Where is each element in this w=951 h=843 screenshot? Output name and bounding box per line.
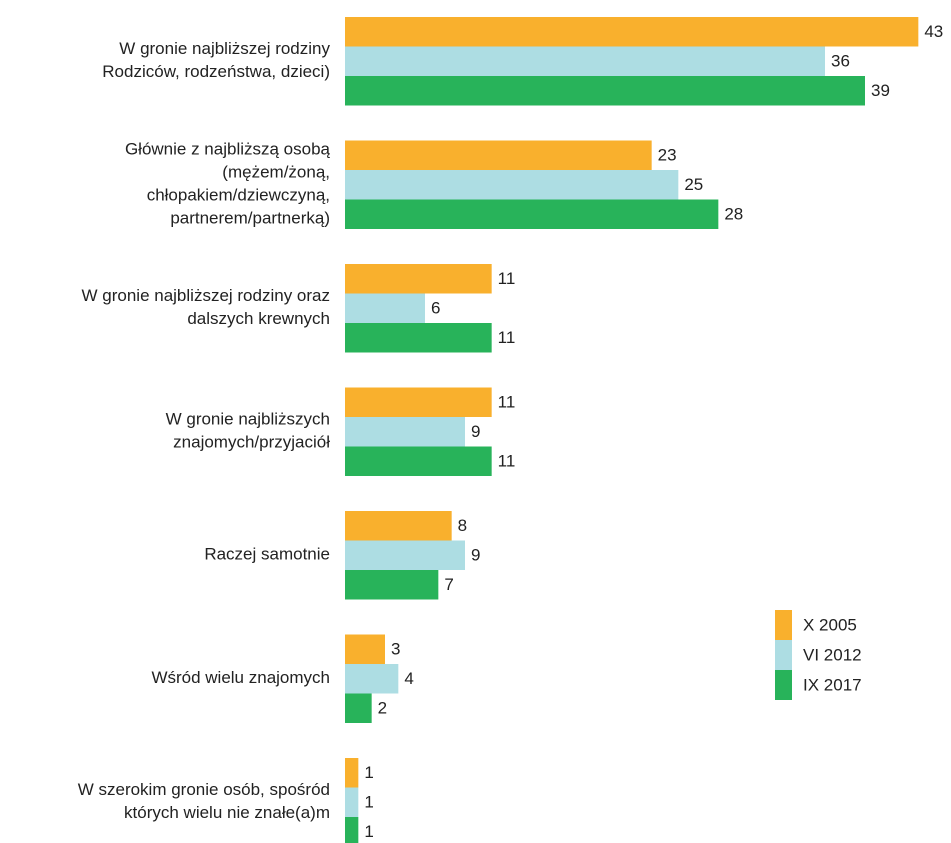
bar <box>345 817 359 843</box>
bar <box>345 664 399 694</box>
value-label: 1 <box>364 822 373 841</box>
bar <box>345 264 492 294</box>
category-label: Głównie z najbliższą osobą <box>125 140 331 159</box>
value-label: 9 <box>471 422 480 441</box>
bar <box>345 387 492 417</box>
category-label: partnerem/partnerką) <box>170 209 330 228</box>
value-label: 11 <box>498 328 516 347</box>
bar <box>345 634 385 664</box>
bar <box>345 46 825 76</box>
value-label: 28 <box>724 205 743 224</box>
value-label: 4 <box>404 669 413 688</box>
category-label: chłopakiem/dziewczyną, <box>147 186 330 205</box>
bar <box>345 140 652 170</box>
bar <box>345 417 465 447</box>
value-label: 1 <box>364 793 373 812</box>
category-label: Raczej samotnie <box>204 545 330 564</box>
category-label: W gronie najbliższych <box>166 410 330 429</box>
bar <box>345 323 492 353</box>
category-label: Wśród wielu znajomych <box>151 668 330 687</box>
bar <box>345 199 719 229</box>
legend-swatch <box>775 670 792 700</box>
value-label: 11 <box>498 452 516 471</box>
value-label: 6 <box>431 299 440 318</box>
value-label: 11 <box>498 393 516 412</box>
category-label: Rodziców, rodzeństwa, dzieci) <box>102 62 330 81</box>
bar <box>345 540 465 570</box>
bar <box>345 511 452 541</box>
category-label: W gronie najbliższej rodziny <box>119 39 330 58</box>
value-label: 11 <box>498 269 516 288</box>
value-label: 25 <box>684 175 703 194</box>
bar <box>345 758 359 788</box>
value-label: 7 <box>444 575 453 594</box>
value-label: 43 <box>924 22 943 41</box>
bar <box>345 693 372 723</box>
category-label: których wielu nie znałe(a)m <box>124 803 330 822</box>
value-label: 39 <box>871 81 890 100</box>
bar <box>345 787 359 817</box>
bar <box>345 293 425 323</box>
value-label: 9 <box>471 546 480 565</box>
value-label: 8 <box>458 516 467 535</box>
bar <box>345 17 919 47</box>
legend-swatch <box>775 610 792 640</box>
value-label: 36 <box>831 52 850 71</box>
category-label: (mężem/żoną, <box>222 163 330 182</box>
legend-label: X 2005 <box>803 615 857 634</box>
value-label: 23 <box>658 146 677 165</box>
legend-label: VI 2012 <box>803 645 862 664</box>
value-label: 1 <box>364 763 373 782</box>
value-label: 3 <box>391 640 400 659</box>
legend-label: IX 2017 <box>803 675 862 694</box>
bar <box>345 446 492 476</box>
category-label: znajomych/przyjaciół <box>173 433 330 452</box>
bar <box>345 570 439 600</box>
category-label: W gronie najbliższej rodziny oraz <box>82 286 331 305</box>
category-label: W szerokim gronie osób, spośród <box>78 780 330 799</box>
bar <box>345 170 679 200</box>
value-label: 2 <box>378 699 387 718</box>
category-label: dalszych krewnych <box>187 309 330 328</box>
bar <box>345 76 865 106</box>
legend-swatch <box>775 640 792 670</box>
